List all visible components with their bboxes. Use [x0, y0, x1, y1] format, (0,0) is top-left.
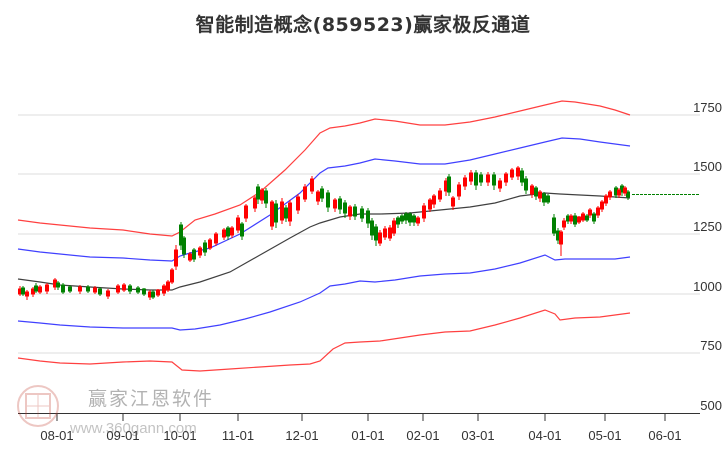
- watermark-seal-icon: [17, 385, 59, 427]
- x-axis: [18, 413, 700, 421]
- outer-upper-band: [17, 100, 631, 237]
- x-tick-11-01: 11-01: [221, 428, 255, 443]
- x-tick-04-01: 04-01: [528, 428, 562, 443]
- y-tick-500: 500: [700, 398, 722, 413]
- x-tick-09-01: 09-01: [106, 428, 140, 443]
- x-tick-06-01: 06-01: [648, 428, 682, 443]
- y-tick-750: 750: [700, 338, 722, 353]
- y-tick-1250: 1250: [693, 219, 722, 234]
- x-tick-02-01: 02-01: [406, 428, 440, 443]
- candles: [18, 166, 630, 300]
- inner-upper-band: [17, 137, 631, 262]
- watermark-brand: 赢家江恩软件: [88, 388, 215, 410]
- watermark-url: www.360gann.com: [70, 420, 197, 437]
- gridlines: [18, 114, 700, 354]
- x-tick-01-01: 01-01: [351, 428, 385, 443]
- y-tick-1750: 1750: [693, 100, 722, 115]
- outer-lower-band: [17, 309, 631, 372]
- x-tick-03-01: 03-01: [461, 428, 495, 443]
- x-tick-12-01: 12-01: [285, 428, 319, 443]
- inner-lower-band: [17, 254, 631, 331]
- x-tick-10-01: 10-01: [163, 428, 197, 443]
- x-tick-08-01: 08-01: [40, 428, 74, 443]
- mid-line: [17, 192, 631, 291]
- chart-title: 智能制造概念(859523)赢家极反通道: [195, 14, 531, 36]
- y-tick-1500: 1500: [693, 159, 722, 174]
- x-tick-05-01: 05-01: [588, 428, 622, 443]
- y-tick-1000: 1000: [693, 279, 722, 294]
